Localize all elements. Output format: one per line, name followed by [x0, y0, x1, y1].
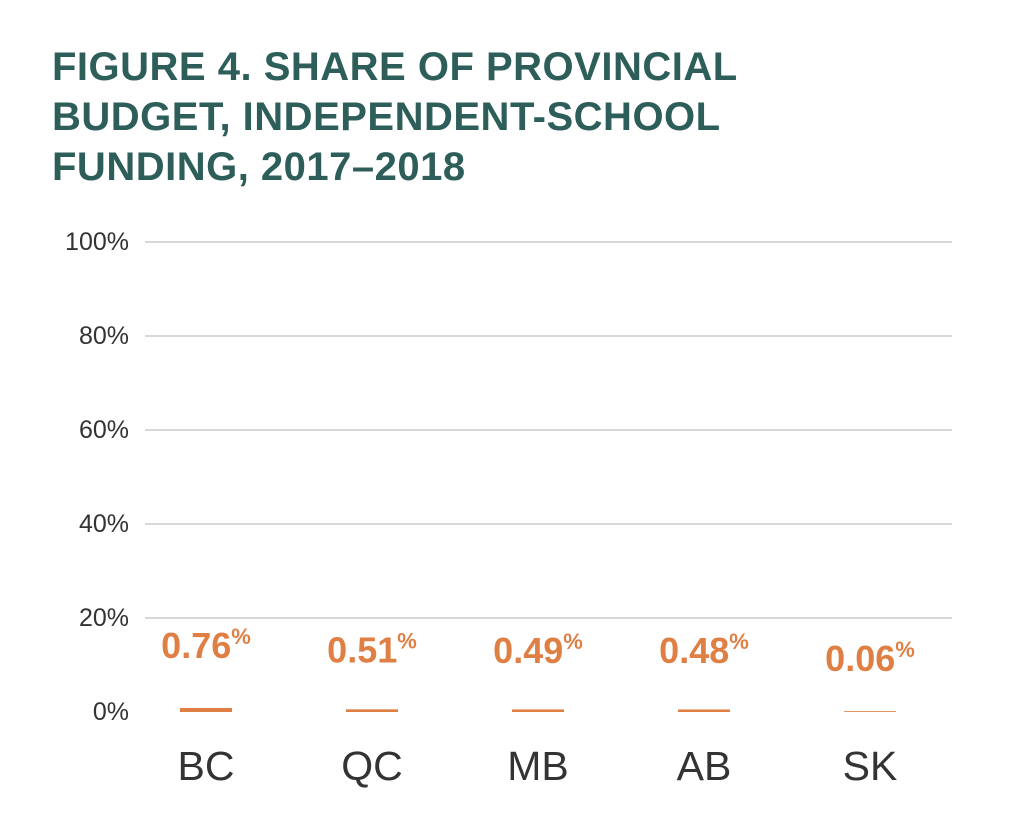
value-label: 0.06% — [825, 637, 915, 679]
y-tick-label: 100% — [65, 228, 129, 256]
y-tick-label: 80% — [79, 322, 129, 350]
value-label: 0.76% — [161, 624, 251, 666]
category-label: SK — [843, 743, 898, 789]
value-label: 0.51% — [327, 629, 417, 671]
chart-title-line: FUNDING, 2017–2018 — [52, 145, 466, 189]
category-label: MB — [507, 743, 569, 789]
bar-mb — [512, 709, 564, 712]
category-label: QC — [341, 743, 403, 789]
bar-qc — [346, 709, 398, 712]
y-tick-label: 60% — [79, 416, 129, 444]
bar-bc — [180, 708, 232, 712]
value-label: 0.49% — [493, 629, 583, 671]
y-tick-label: 20% — [79, 604, 129, 632]
category-label: AB — [677, 743, 732, 789]
y-tick-label: 40% — [79, 510, 129, 538]
y-tick-label: 0% — [93, 698, 129, 726]
value-label: 0.48% — [659, 629, 749, 671]
chart-title-line: BUDGET, INDEPENDENT-SCHOOL — [52, 95, 721, 139]
bar-ab — [678, 709, 730, 712]
chart-title-line: FIGURE 4. SHARE OF PROVINCIAL — [52, 45, 738, 89]
category-label: BC — [178, 743, 235, 789]
bar-sk — [844, 711, 896, 712]
chart-title: FIGURE 4. SHARE OF PROVINCIAL BUDGET, IN… — [52, 42, 952, 192]
